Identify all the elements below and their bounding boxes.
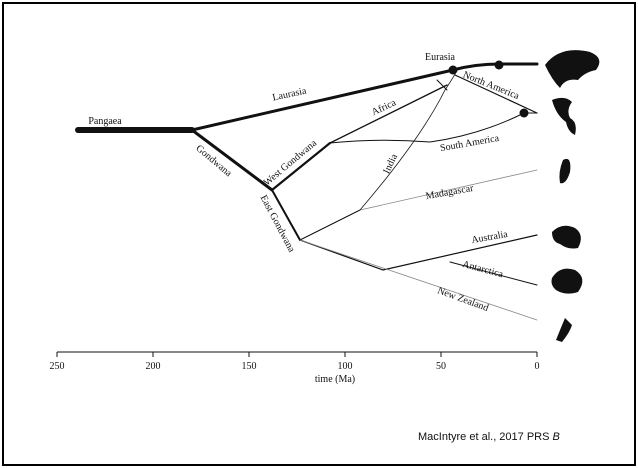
citation-emphasis: B bbox=[553, 431, 560, 443]
slide: PangaeaLaurasiaGondwanaEurasiaNorth Amer… bbox=[0, 0, 638, 468]
tick-label: 100 bbox=[338, 361, 353, 372]
citation: MacIntyre et al., 2017 PRS B bbox=[418, 431, 560, 443]
frame bbox=[3, 3, 635, 465]
citation-text: MacIntyre et al., 2017 PRS bbox=[418, 431, 549, 443]
node bbox=[520, 109, 529, 118]
tick-label: 250 bbox=[50, 361, 65, 372]
tick-label: 0 bbox=[535, 361, 540, 372]
axis-label: time (Ma) bbox=[315, 374, 355, 385]
tick-label: 50 bbox=[436, 361, 446, 372]
tick-label: 200 bbox=[146, 361, 161, 372]
branch-label: Eurasia bbox=[425, 52, 456, 63]
node bbox=[495, 61, 504, 70]
tick-label: 150 bbox=[242, 361, 257, 372]
node bbox=[449, 66, 458, 75]
branch-label: Pangaea bbox=[88, 116, 122, 127]
